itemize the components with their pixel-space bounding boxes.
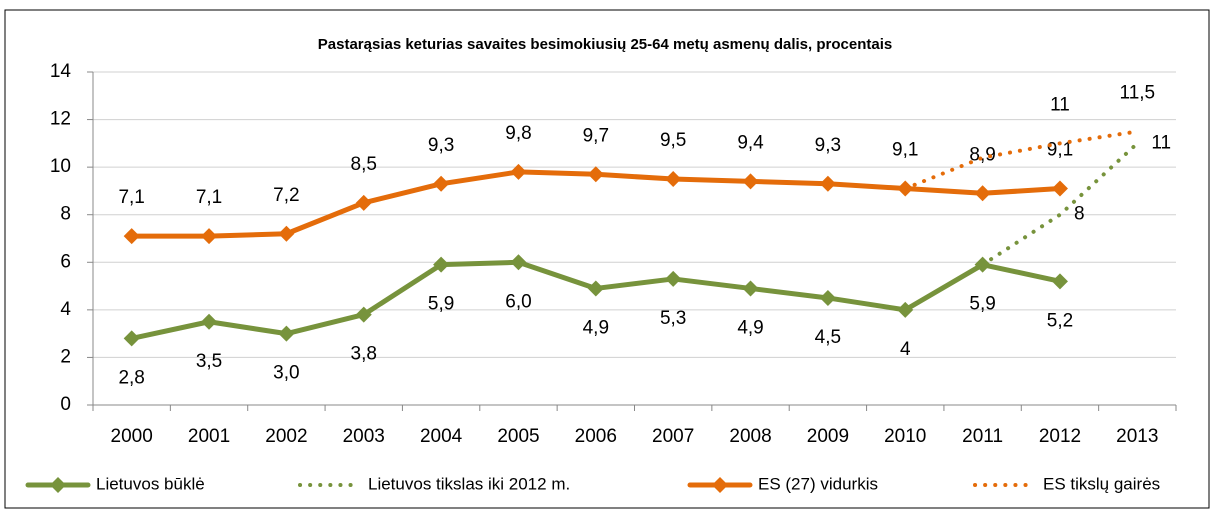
marker [1051, 180, 1068, 197]
data-label: 11 [1050, 94, 1070, 115]
marker [819, 175, 836, 192]
x-tick-label: 2011 [962, 426, 1003, 447]
marker [510, 254, 527, 271]
data-label: 5,2 [1047, 310, 1073, 331]
data-label: 11 [1151, 132, 1171, 153]
x-tick-label: 2012 [1039, 426, 1081, 447]
x-tick-label: 2009 [807, 426, 849, 447]
x-tick-label: 2004 [420, 426, 463, 447]
data-label: 9,4 [737, 132, 764, 153]
x-tick-label: 2010 [884, 426, 926, 447]
marker [742, 280, 759, 297]
data-label: 8 [1074, 204, 1085, 225]
chart-frame [4, 9, 1210, 509]
marker [278, 225, 295, 242]
legend-label: Lietuvos tikslas iki 2012 m. [368, 474, 570, 493]
legend-label: Lietuvos būklė [96, 474, 205, 493]
marker [587, 280, 604, 297]
data-label: 6,0 [505, 291, 531, 312]
marker [123, 330, 140, 347]
data-label: 9,7 [583, 125, 609, 146]
data-label: 8,9 [969, 144, 995, 165]
y-tick-label: 8 [60, 204, 71, 225]
x-tick-label: 2007 [652, 426, 694, 447]
x-tick-label: 2005 [497, 426, 539, 447]
data-label: 5,9 [428, 294, 454, 315]
y-tick-label: 0 [60, 394, 71, 415]
marker [742, 173, 759, 190]
data-label: 4,9 [737, 317, 763, 338]
data-label: 9,5 [660, 130, 686, 151]
data-label: 4,5 [815, 327, 841, 348]
marker [665, 171, 682, 188]
x-tick-label: 2001 [188, 426, 230, 447]
data-label: 9,8 [505, 123, 531, 144]
legend-marker [50, 477, 66, 493]
data-label: 3,8 [351, 344, 377, 365]
marker [665, 270, 682, 287]
marker [510, 163, 527, 180]
y-tick-label: 12 [50, 109, 71, 130]
data-label: 9,3 [428, 135, 454, 156]
marker [433, 175, 450, 192]
data-label: 7,2 [273, 185, 299, 206]
data-label: 11,5 [1120, 82, 1156, 103]
y-tick-label: 14 [50, 61, 72, 82]
data-label: 7,1 [196, 187, 222, 208]
x-tick-label: 2013 [1116, 426, 1158, 447]
y-tick-label: 6 [60, 251, 71, 272]
y-tick-label: 10 [50, 156, 71, 177]
marker [587, 166, 604, 183]
x-tick-label: 2003 [343, 426, 385, 447]
data-label: 5,9 [969, 294, 995, 315]
data-label: 2,8 [118, 367, 144, 388]
marker [974, 185, 991, 202]
data-label: 8,5 [351, 154, 377, 175]
data-label: 9,1 [1047, 140, 1073, 161]
data-label: 7,1 [118, 187, 144, 208]
data-label: 9,1 [892, 140, 918, 161]
legend-label: ES (27) vidurkis [758, 474, 878, 493]
marker [201, 313, 218, 330]
marker [278, 325, 295, 342]
legend-label: ES tikslų gairės [1043, 474, 1160, 493]
marker [897, 301, 914, 318]
marker [355, 194, 372, 211]
marker [123, 228, 140, 245]
data-label: 4 [900, 339, 911, 360]
marker [433, 256, 450, 273]
marker [819, 289, 836, 306]
x-tick-label: 2008 [729, 426, 771, 447]
data-label: 9,3 [815, 135, 841, 156]
x-tick-label: 2000 [111, 426, 153, 447]
data-label: 5,3 [660, 308, 686, 329]
x-tick-label: 2002 [265, 426, 307, 447]
data-label: 4,9 [583, 317, 609, 338]
legend-marker [712, 477, 728, 493]
series-line [980, 141, 1140, 267]
y-tick-label: 4 [60, 299, 71, 320]
marker [355, 306, 372, 323]
series-line [903, 129, 1140, 191]
chart-title: Pastarąsias keturias savaites besimokius… [318, 36, 892, 53]
data-label: 3,5 [196, 351, 222, 372]
x-tick-label: 2006 [575, 426, 617, 447]
marker [201, 228, 218, 245]
y-tick-label: 2 [60, 346, 71, 367]
data-label: 3,0 [273, 363, 299, 384]
marker [1051, 273, 1068, 290]
